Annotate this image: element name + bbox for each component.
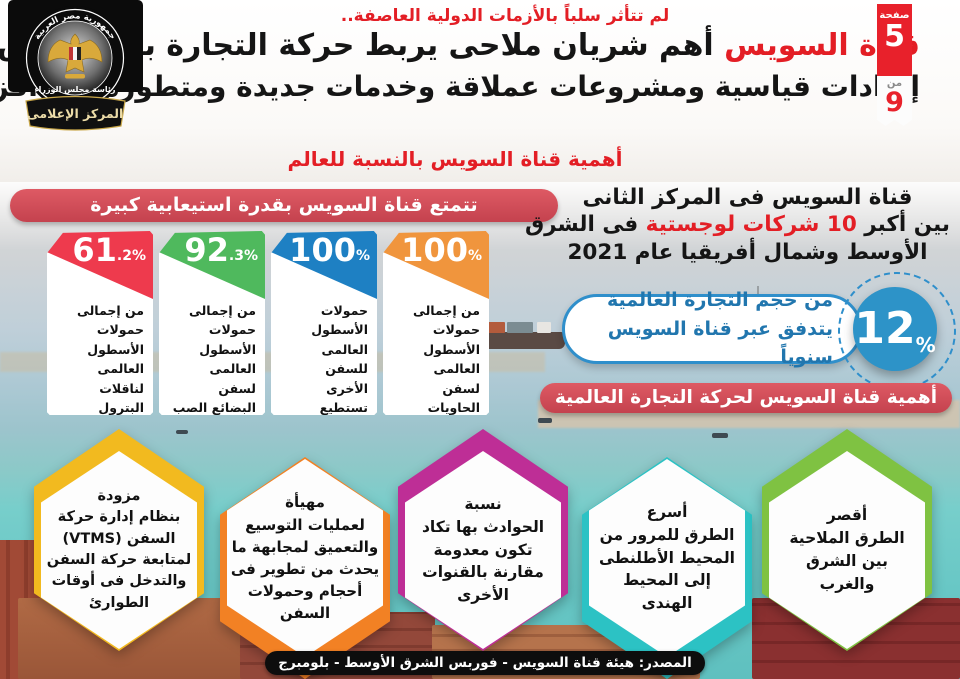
header-area [0,0,960,182]
egypt-emblem-icon: جمهورية مصر العربية رئاسة مجلس الوزراء ا… [8,0,143,131]
benefit-hex-shortest: أقصر الطرق الملاحية بين الشرق والغرب [762,429,932,651]
hex-text: مهيأة لعمليات التوسيع والتعميق لمجابهة م… [230,493,380,623]
ranking-highlight: 10 شركات لوجستية [645,212,857,238]
ranking-line3: الأوسط وشمال أفريقيا عام 2021 [567,239,928,265]
benefit-hex-expansion: مهيأة لعمليات التوسيع والتعميق لمجابهة م… [220,457,390,679]
section-subtitle: أهمية قناة السويس بالنسبة للعالم [287,147,623,171]
page-ribbon-top: صفحة 5 [877,4,912,76]
hex-text: مزودة بنظام إدارة حركة السفن (VTMS) لمتا… [46,487,192,611]
trade-share-value: 12 [854,303,916,354]
ranking-line1: قناة السويس فى المركز الثانى [582,185,913,210]
ranking-text: قناة السويس فى المركز الثانى بين أكبر 10… [524,184,950,266]
pill-line1: من حجم التجارة العالمية [606,289,833,312]
page-of-label: من [886,78,903,89]
cargo-ship [479,322,565,349]
ship-containers [507,322,533,333]
card-text: حمولات الأسطول العالمى للسفن الأخرى تستط… [311,303,368,415]
page-ribbon-bottom: من 9 [877,76,912,126]
ship-containers [483,322,505,333]
government-logo: جمهورية مصر العربية رئاسة مجلس الوزراء ا… [8,0,143,140]
boat [538,418,552,423]
card-text: من إجمالى حمولات الأسطول العالمى لسفن ال… [172,303,256,415]
page-label: صفحة [879,10,910,21]
ship-bridge [537,322,551,333]
main-title-line2: إيرادات قياسية ومشروعات عملاقة وخدمات جد… [0,70,921,103]
pill-line2: يتدفق عبر قناة السويس سنوياً [607,317,833,369]
boat [176,430,188,434]
trade-banner: أهمية قناة السويس لحركة التجارة العالمية [540,383,952,413]
hex-text: نسبة الحوادث بها تكاد تكون معدومة مقارنة… [421,494,545,605]
svg-text:رئاسة مجلس الوزراء: رئاسة مجلس الوزراء [35,85,116,95]
boat [712,433,728,438]
card-text: من إجمالى حمولات الأسطول العالمى لسفن ال… [412,303,480,415]
page-total: 9 [885,87,904,118]
hex-text: أسرع الطرق للمرور من المحيط الأطلنطى إلى… [599,502,735,613]
percentage-value: 61.2% [72,231,146,269]
capacity-card-other-ships: 100% حمولات الأسطول العالمى للسفن الأخرى… [271,231,377,415]
trade-share-circle: 12 % [853,287,937,371]
ranking-line2: بين أكبر 10 شركات لوجستية فى الشرق [524,212,950,238]
svg-text:المركز الإعلامى: المركز الإعلامى [27,106,124,121]
page-number-ribbon: صفحة 5 من 9 [877,4,912,126]
capacity-card-containers: 100% من إجمالى حمولات الأسطول العالمى لس… [383,231,489,415]
capacity-card-tankers: 61.2% من إجمالى حمولات الأسطول العالمى ل… [47,231,153,415]
capacity-card-bulk: 92.3% من إجمالى حمولات الأسطول العالمى ل… [159,231,265,415]
kicker-headline: لم تتأثر سلباً بالأزمات الدولية العاصفة.… [340,6,670,26]
benefit-hex-vtms: مزودة بنظام إدارة حركة السفن (VTMS) لمتا… [34,429,204,651]
hex-text: أقصر الطرق الملاحية بين الشرق والغرب [789,506,905,593]
main-title-line1: قناة السويس أهم شريان ملاحى يربط حركة ال… [0,28,920,63]
percentage-value: 100% [401,231,482,269]
percent-sign: % [915,333,936,357]
benefit-hex-accidents: نسبة الحوادث بها تكاد تكون معدومة مقارنة… [398,429,568,651]
card-text: من إجمالى حمولات الأسطول العالمى لناقلات… [76,303,144,415]
page-current: 5 [884,19,905,54]
source-bar: المصدر: هيئة قناة السويس - فوربس الشرق ا… [265,651,705,675]
trade-share-pill: من حجم التجارة العالمية يتدفق عبر قناة ا… [562,289,862,368]
benefit-hex-fastest: أسرع الطرق للمرور من المحيط الأطلنطى إلى… [582,457,752,679]
capacity-banner: تتمتع قناة السويس بقدرة استيعابية كبيرة [10,189,558,222]
capacity-cards: 100% من إجمالى حمولات الأسطول العالمى لس… [45,231,489,415]
percentage-value: 92.3% [184,231,258,269]
percentage-value: 100% [289,231,370,269]
